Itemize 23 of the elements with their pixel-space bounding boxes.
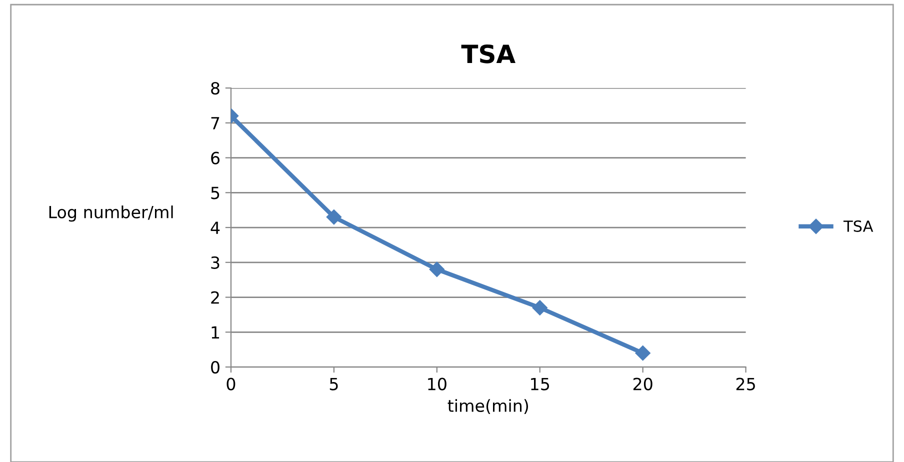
y-axis-title: Log number/ml	[49, 205, 173, 222]
chart-title: TSA	[461, 44, 516, 64]
x-tick-label: 15	[531, 378, 550, 390]
x-axis-title: time(min)	[448, 399, 528, 414]
point	[429, 262, 444, 277]
point	[326, 209, 342, 225]
x-tick-label: 0	[226, 378, 236, 390]
x-tick-label: 25	[736, 378, 755, 390]
x-tick-label: 5	[330, 378, 338, 390]
y-tick-label: 6	[211, 152, 220, 164]
x-tick-label: 10	[428, 378, 446, 390]
y-tick-label: 0	[211, 360, 220, 374]
legend-label: TSA	[843, 220, 874, 232]
y-tick-label: 4	[210, 222, 220, 234]
y-tick-label: 1	[212, 326, 220, 338]
x-tick-label: 20	[633, 378, 652, 390]
point	[635, 345, 650, 361]
y-tick-label: 2	[211, 291, 219, 304]
y-tick-label: 5	[211, 186, 220, 200]
point	[532, 300, 548, 316]
y-tick-label: 3	[211, 256, 220, 269]
y-tick-label: 8	[211, 82, 220, 95]
y-tick-label: 7	[211, 117, 220, 130]
